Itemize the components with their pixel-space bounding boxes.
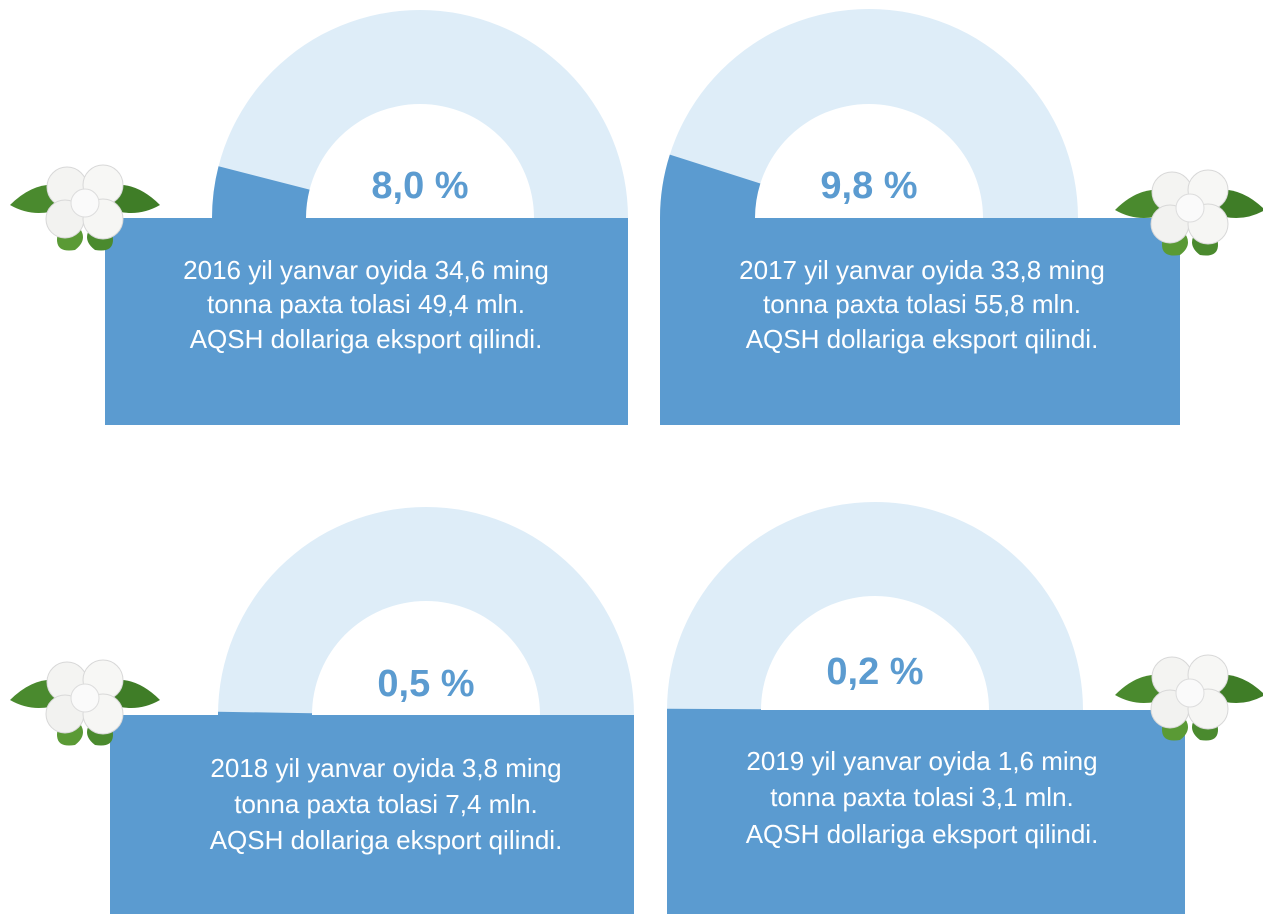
gauge-value-label: 0,5 % bbox=[377, 663, 474, 705]
description-line: tonna paxta tolasi 7,4 mln. bbox=[234, 789, 538, 819]
text-box bbox=[110, 715, 634, 914]
gauge-value-label: 9,8 % bbox=[820, 165, 917, 207]
description-line: 2019 yil yanvar oyida 1,6 ming bbox=[746, 746, 1097, 776]
gauge-fill bbox=[218, 711, 313, 715]
description-line: AQSH dollariga eksport qilindi. bbox=[210, 825, 563, 855]
description-line: tonna paxta tolasi 3,1 mln. bbox=[770, 782, 1074, 812]
gauge-value-label: 8,0 % bbox=[371, 165, 468, 207]
text-box bbox=[667, 710, 1185, 914]
gauge: 9,8 % 2017 yil yanvar oyida 33,8 ming tonn… bbox=[660, 9, 1263, 425]
gauge-track bbox=[212, 10, 628, 218]
description-line: 2018 yil yanvar oyida 3,8 ming bbox=[210, 753, 561, 783]
gauge-track bbox=[667, 502, 1083, 710]
description-line: AQSH dollariga eksport qilindi. bbox=[746, 819, 1099, 849]
description-line: tonna paxta tolasi 55,8 mln. bbox=[763, 289, 1081, 319]
description-line: AQSH dollariga eksport qilindi. bbox=[190, 324, 543, 354]
gauge-fill bbox=[667, 708, 762, 710]
gauge: 8,0 % 2016 yil yanvar oyida 34,6 ming tonn… bbox=[9, 10, 628, 425]
gauge-value-label: 0,2 % bbox=[826, 651, 923, 693]
description-line: AQSH dollariga eksport qilindi. bbox=[746, 324, 1099, 354]
description-line: tonna paxta tolasi 49,4 mln. bbox=[207, 289, 525, 319]
gauge-track bbox=[660, 9, 1078, 218]
gauge-fill bbox=[212, 166, 310, 218]
gauge: 0,2 % 2019 yil yanvar oyida 1,6 ming tonna… bbox=[667, 502, 1263, 914]
description-line: 2016 yil yanvar oyida 34,6 ming bbox=[183, 255, 549, 285]
text-box bbox=[660, 218, 1180, 425]
description-line: 2017 yil yanvar oyida 33,8 ming bbox=[739, 255, 1105, 285]
gauge-fill bbox=[660, 154, 761, 218]
text-box bbox=[105, 218, 628, 425]
gauge-track bbox=[218, 507, 634, 715]
gauge: 0,5 % 2018 yil yanvar oyida 3,8 ming tonna… bbox=[9, 507, 634, 914]
